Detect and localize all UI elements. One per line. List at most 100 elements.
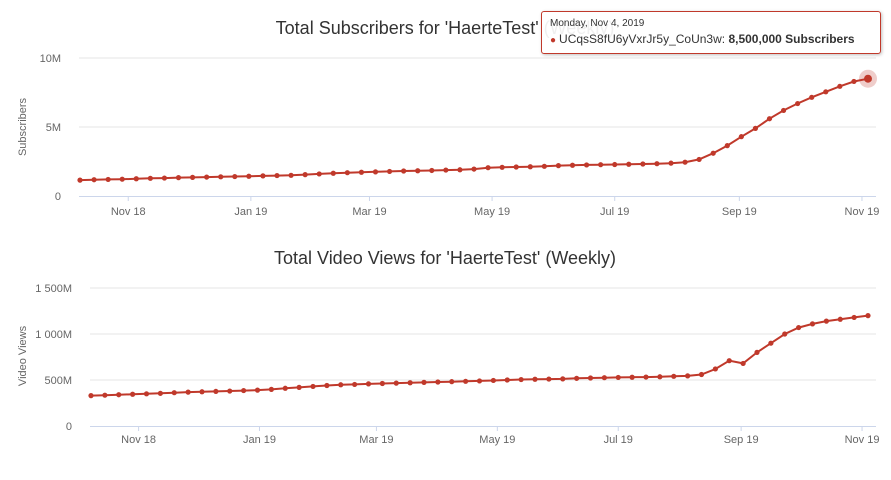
data-point	[654, 161, 660, 167]
data-point	[379, 380, 385, 387]
y-tick-label: 1 500M	[35, 283, 72, 295]
data-point	[796, 324, 802, 331]
series-bullet-icon: ●	[550, 35, 557, 46]
data-point	[740, 360, 746, 367]
data-point	[574, 375, 580, 381]
data-point	[864, 74, 872, 83]
data-point	[490, 377, 496, 384]
data-point	[254, 387, 261, 393]
x-tick-label: Jan 19	[243, 434, 276, 446]
data-point	[213, 388, 219, 395]
tooltip-date: Monday, Nov 4, 2019	[550, 18, 645, 29]
data-point	[147, 175, 153, 181]
chart-title: Total Video Views for 'HaerteTest' (Week…	[274, 248, 616, 268]
data-point	[738, 134, 744, 140]
data-point	[640, 161, 646, 167]
data-point	[471, 166, 477, 172]
series-line	[90, 314, 869, 397]
data-point	[310, 383, 316, 390]
data-point	[296, 384, 302, 390]
data-point	[227, 388, 233, 394]
data-point	[837, 316, 843, 322]
data-point	[268, 386, 274, 392]
data-point	[133, 176, 139, 182]
tooltip-series-name: UCqsS8fU6yVxrJr5y_CoUn3w:	[559, 32, 726, 46]
data-point	[809, 321, 816, 327]
data-point	[429, 167, 435, 174]
x-tick-label: May 19	[479, 434, 515, 446]
data-point	[77, 177, 83, 183]
data-point	[768, 340, 774, 346]
data-point	[657, 374, 663, 380]
series-line	[79, 77, 869, 182]
data-point	[598, 162, 604, 168]
data-point	[823, 318, 829, 324]
data-point-tooltip: Monday, Nov 4, 2019 ● UCqsS8fU6yVxrJr5y_C…	[541, 11, 881, 54]
data-point	[532, 376, 538, 382]
data-point	[302, 172, 308, 178]
data-point	[175, 175, 182, 181]
data-point	[696, 156, 702, 163]
x-tick-label: Nov 18	[111, 206, 146, 218]
data-point	[119, 176, 125, 182]
tooltip-series-line: ● UCqsS8fU6yVxrJr5y_CoUn3w: 8,500,000 Sub…	[550, 32, 872, 46]
data-point	[712, 366, 718, 372]
data-point	[372, 169, 379, 175]
data-point	[116, 392, 122, 398]
data-point	[463, 378, 469, 384]
data-point	[130, 391, 136, 397]
data-point	[668, 160, 674, 166]
data-point	[485, 165, 491, 171]
data-point	[504, 377, 510, 383]
data-point	[583, 162, 590, 168]
data-point	[324, 382, 330, 389]
data-point	[518, 376, 524, 383]
data-point	[443, 167, 449, 173]
data-point	[569, 162, 576, 168]
data-point	[615, 374, 621, 381]
chart-title: Total Subscribers for 'HaerteTest' (Week…	[276, 18, 615, 38]
data-point	[105, 176, 111, 183]
x-tick-label: Mar 19	[352, 206, 386, 218]
data-point	[218, 174, 224, 180]
y-tick-label: 500M	[44, 375, 72, 387]
x-tick-label: Nov 19	[845, 206, 880, 218]
data-point	[671, 373, 677, 379]
data-point	[288, 172, 294, 178]
data-point	[386, 168, 393, 175]
data-point	[476, 378, 483, 384]
data-point	[143, 391, 150, 397]
x-tick-label: Jul 19	[604, 434, 633, 446]
data-point	[782, 331, 788, 337]
data-point	[358, 169, 365, 175]
data-point	[232, 173, 238, 180]
data-point	[752, 125, 759, 131]
y-tick-label: 10M	[40, 53, 61, 65]
y-axis-label: Video Views	[17, 325, 29, 386]
x-tick-label: Nov 18	[121, 434, 156, 446]
data-point	[449, 379, 455, 385]
data-point	[171, 390, 177, 396]
data-point	[541, 163, 547, 169]
data-point	[685, 373, 691, 379]
x-tick-label: May 19	[474, 206, 510, 218]
data-point	[601, 375, 607, 381]
data-point	[823, 89, 829, 95]
video-views-chart: Total Video Views for 'HaerteTest' (Week…	[17, 248, 879, 446]
tooltip-value: 8,500,000 Subscribers	[728, 32, 855, 46]
data-point	[401, 168, 407, 174]
data-point	[185, 389, 191, 395]
data-point	[766, 116, 773, 122]
x-tick-label: Jul 19	[600, 206, 629, 218]
data-point	[407, 380, 413, 386]
data-point	[837, 83, 843, 89]
x-tick-label: Jan 19	[234, 206, 267, 218]
data-point	[338, 382, 344, 388]
data-point	[88, 393, 94, 399]
data-point	[754, 349, 760, 355]
data-point	[344, 170, 350, 176]
data-point	[682, 159, 688, 165]
data-point	[457, 167, 463, 173]
data-point	[157, 390, 163, 396]
